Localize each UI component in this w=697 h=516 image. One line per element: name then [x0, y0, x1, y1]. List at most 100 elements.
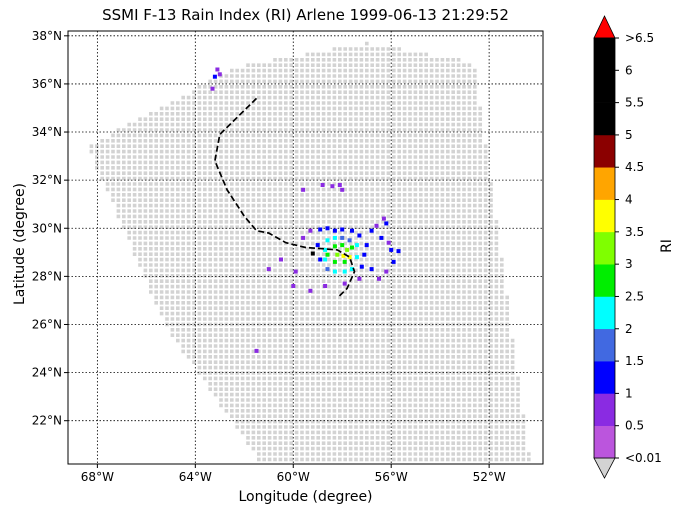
rain-pixel [279, 257, 283, 262]
y-tick-label: 26°N [32, 317, 62, 331]
rain-pixel [342, 269, 347, 274]
y-tick-label: 32°N [32, 173, 62, 187]
rain-layer [210, 67, 401, 353]
rain-pixel [254, 348, 259, 353]
colorbar-tick-label: 5 [625, 128, 633, 142]
colorbar-tick-label: 1 [625, 386, 633, 400]
rain-pixel [350, 228, 354, 233]
rain-pixel [340, 243, 345, 248]
colorbar-tick-label: 2.5 [625, 289, 644, 303]
colorbar-over-arrow [593, 15, 616, 39]
chart-title: SSMI F-13 Rain Index (RI) Arlene 1999-06… [102, 6, 509, 24]
colorbar-tick-label: 4 [625, 193, 633, 207]
rain-pixel [337, 183, 342, 187]
colorbar-tick-label: 4.5 [625, 160, 644, 174]
colorbar-segment [594, 134, 615, 168]
colorbar-frame [593, 37, 616, 459]
rain-pixel [384, 221, 389, 226]
colorbar-tick-label: 5.5 [625, 96, 644, 110]
rain-pixel [308, 288, 313, 293]
rain-pixel [325, 252, 330, 257]
rain-pixel [301, 187, 306, 192]
rain-pixel [210, 86, 215, 91]
rain-pixel [318, 257, 323, 262]
x-tick-label: 64°W [179, 470, 212, 484]
rain-pixel [374, 223, 379, 228]
x-tick-label: 56°W [375, 470, 408, 484]
rain-pixel [364, 243, 369, 248]
colorbar-segment [594, 102, 615, 136]
colorbar-tick-label: 3.5 [625, 225, 644, 239]
rain-pixel [345, 247, 350, 252]
rain-pixel [330, 184, 335, 189]
rain-pixel [332, 259, 337, 264]
rain-pixel [315, 243, 320, 248]
plot-frame [67, 30, 544, 465]
colorbar-segment [594, 425, 615, 459]
rain-pixel [341, 253, 346, 258]
rain-pixel [389, 247, 394, 252]
colorbar-tick-label: 2 [625, 322, 633, 336]
rain-pixel [325, 238, 330, 243]
rain-pixel [369, 228, 374, 233]
rain-pixel [320, 183, 325, 187]
x-tick-label: 68°W [81, 470, 114, 484]
x-axis-label: Longitude (degree) [238, 489, 373, 505]
colorbar-tick-label: >6.5 [625, 31, 654, 45]
grid-layer [68, 31, 543, 464]
x-tick-label: 52°W [473, 470, 506, 484]
rain-pixel [332, 244, 337, 249]
colorbar-segment [594, 264, 615, 297]
rain-pixel [215, 67, 220, 72]
colorbar-tick-label: <0.01 [625, 451, 662, 465]
rain-pixel [332, 235, 337, 240]
colorbar-segment [594, 296, 615, 330]
colorbar-tick-label: 3 [625, 257, 633, 271]
rain-pixel [323, 257, 328, 262]
colorbar-segment [594, 70, 615, 103]
y-tick-label: 24°N [32, 366, 62, 380]
colorbar-segment [594, 231, 615, 265]
rain-pixel [357, 276, 362, 281]
axis-layer: 68°W 64°W 60°W 56°W 52°W 38°N 36°N 34°N 32°N 30°N… [32, 29, 506, 484]
rain-pixel [332, 228, 337, 233]
rain-pixel [293, 269, 298, 274]
rain-pixel [301, 235, 306, 240]
y-tick-label: 22°N [32, 414, 62, 428]
x-tick-label: 60°W [277, 470, 310, 484]
rain-pixel [354, 243, 359, 248]
rain-pixel [379, 235, 384, 240]
rain-pixel [212, 74, 217, 79]
rain-pixel [347, 238, 352, 243]
rain-pixel [354, 255, 359, 260]
rain-pixel [332, 269, 337, 274]
rain-pixel [323, 247, 328, 252]
rain-pixel [308, 228, 313, 233]
rain-pixel [323, 284, 328, 288]
rain-pixel [377, 276, 381, 281]
rain-pixel [396, 249, 401, 254]
rain-pixel [266, 267, 271, 272]
colorbar-segment [594, 199, 615, 233]
rain-pixel [391, 259, 396, 264]
y-tick-label: 28°N [32, 269, 62, 283]
colorbar-segment [594, 393, 615, 426]
colorbar-segment [594, 361, 615, 394]
rain-pixel [357, 233, 362, 238]
rain-pixel [335, 252, 340, 257]
rain-pixel [342, 259, 347, 264]
rain-pixel [369, 267, 374, 272]
rain-pixel [340, 187, 345, 192]
y-tick-label: 38°N [32, 29, 62, 43]
rain-pixel [350, 245, 354, 250]
rain-pixel [340, 235, 345, 240]
storm-track [214, 97, 356, 299]
colorbar-tick-label: 6 [625, 63, 633, 77]
y-tick-label: 30°N [32, 221, 62, 235]
rain-pixel [350, 267, 354, 272]
y-tick-label: 34°N [32, 125, 62, 139]
track-layer [214, 97, 356, 299]
swath-layer [89, 41, 531, 462]
rain-pixel [384, 269, 389, 274]
